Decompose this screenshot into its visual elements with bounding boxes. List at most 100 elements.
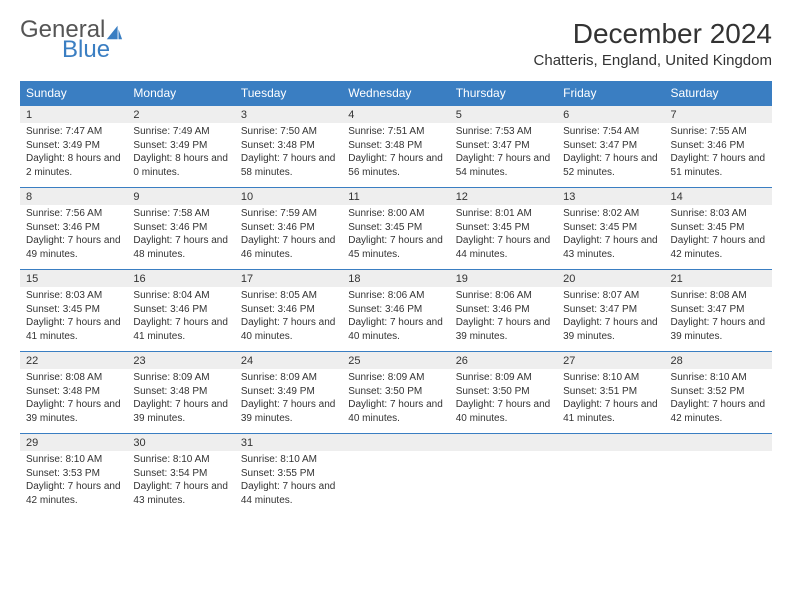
empty-cell — [665, 451, 772, 515]
day-number: 23 — [127, 352, 234, 370]
sunset-text: Sunset: 3:45 PM — [671, 221, 766, 235]
day-number: 3 — [235, 106, 342, 124]
day-number: 1 — [20, 106, 127, 124]
sunset-text: Sunset: 3:48 PM — [133, 385, 228, 399]
sunset-text: Sunset: 3:45 PM — [348, 221, 443, 235]
day-number: 31 — [235, 434, 342, 452]
sunset-text: Sunset: 3:46 PM — [241, 303, 336, 317]
sunset-text: Sunset: 3:49 PM — [26, 139, 121, 153]
sunrise-text: Sunrise: 8:06 AM — [456, 289, 551, 303]
sunrise-text: Sunrise: 7:59 AM — [241, 207, 336, 221]
day-number: 29 — [20, 434, 127, 452]
location-text: Chatteris, England, United Kingdom — [534, 52, 772, 69]
day-number: 15 — [20, 270, 127, 288]
sunset-text: Sunset: 3:53 PM — [26, 467, 121, 481]
daylight-text: Daylight: 7 hours and 39 minutes. — [563, 316, 658, 343]
daylight-text: Daylight: 7 hours and 42 minutes. — [26, 480, 121, 507]
sunset-text: Sunset: 3:46 PM — [671, 139, 766, 153]
daylight-text: Daylight: 7 hours and 44 minutes. — [241, 480, 336, 507]
sunset-text: Sunset: 3:48 PM — [241, 139, 336, 153]
sunset-text: Sunset: 3:47 PM — [563, 303, 658, 317]
day-header-wednesday: Wednesday — [342, 81, 449, 106]
week-3-numbers: 15161718192021 — [20, 270, 772, 288]
sunrise-text: Sunrise: 8:09 AM — [241, 371, 336, 385]
day-number: 13 — [557, 188, 664, 206]
day-header-thursday: Thursday — [450, 81, 557, 106]
sunrise-text: Sunrise: 8:09 AM — [133, 371, 228, 385]
daylight-text: Daylight: 7 hours and 39 minutes. — [456, 316, 551, 343]
daylight-text: Daylight: 7 hours and 51 minutes. — [671, 152, 766, 179]
week-4-numbers: 22232425262728 — [20, 352, 772, 370]
day-number: 24 — [235, 352, 342, 370]
sunset-text: Sunset: 3:45 PM — [563, 221, 658, 235]
day-number: 10 — [235, 188, 342, 206]
week-5-numbers: 293031 — [20, 434, 772, 452]
day-cell: Sunrise: 7:55 AMSunset: 3:46 PMDaylight:… — [665, 123, 772, 188]
day-cell: Sunrise: 7:51 AMSunset: 3:48 PMDaylight:… — [342, 123, 449, 188]
sunset-text: Sunset: 3:47 PM — [671, 303, 766, 317]
daylight-text: Daylight: 7 hours and 40 minutes. — [348, 398, 443, 425]
empty-daynum — [557, 434, 664, 452]
day-number: 26 — [450, 352, 557, 370]
sunset-text: Sunset: 3:46 PM — [133, 221, 228, 235]
sunrise-text: Sunrise: 8:02 AM — [563, 207, 658, 221]
sunrise-text: Sunrise: 8:08 AM — [671, 289, 766, 303]
empty-cell — [557, 451, 664, 515]
day-cell: Sunrise: 8:01 AMSunset: 3:45 PMDaylight:… — [450, 205, 557, 270]
daylight-text: Daylight: 7 hours and 41 minutes. — [26, 316, 121, 343]
sunrise-text: Sunrise: 7:55 AM — [671, 125, 766, 139]
daylight-text: Daylight: 8 hours and 0 minutes. — [133, 152, 228, 179]
sunrise-text: Sunrise: 8:10 AM — [563, 371, 658, 385]
day-cell: Sunrise: 8:02 AMSunset: 3:45 PMDaylight:… — [557, 205, 664, 270]
day-number: 27 — [557, 352, 664, 370]
daylight-text: Daylight: 7 hours and 41 minutes. — [563, 398, 658, 425]
day-number: 7 — [665, 106, 772, 124]
day-number: 12 — [450, 188, 557, 206]
sunset-text: Sunset: 3:48 PM — [26, 385, 121, 399]
sunrise-text: Sunrise: 7:51 AM — [348, 125, 443, 139]
daylight-text: Daylight: 7 hours and 48 minutes. — [133, 234, 228, 261]
sunset-text: Sunset: 3:52 PM — [671, 385, 766, 399]
sunset-text: Sunset: 3:55 PM — [241, 467, 336, 481]
brand-word2: Blue — [62, 38, 123, 62]
title-block: December 2024 Chatteris, England, United… — [534, 18, 772, 69]
sunset-text: Sunset: 3:50 PM — [348, 385, 443, 399]
daylight-text: Daylight: 7 hours and 39 minutes. — [671, 316, 766, 343]
sunrise-text: Sunrise: 7:53 AM — [456, 125, 551, 139]
page-header: General Blue December 2024 Chatteris, En… — [20, 18, 772, 69]
daylight-text: Daylight: 8 hours and 2 minutes. — [26, 152, 121, 179]
daylight-text: Daylight: 7 hours and 40 minutes. — [456, 398, 551, 425]
day-number: 2 — [127, 106, 234, 124]
daylight-text: Daylight: 7 hours and 52 minutes. — [563, 152, 658, 179]
day-cell: Sunrise: 8:03 AMSunset: 3:45 PMDaylight:… — [20, 287, 127, 352]
day-cell: Sunrise: 8:07 AMSunset: 3:47 PMDaylight:… — [557, 287, 664, 352]
day-cell: Sunrise: 8:09 AMSunset: 3:50 PMDaylight:… — [342, 369, 449, 434]
daylight-text: Daylight: 7 hours and 44 minutes. — [456, 234, 551, 261]
sunrise-text: Sunrise: 7:58 AM — [133, 207, 228, 221]
empty-cell — [342, 451, 449, 515]
sunset-text: Sunset: 3:47 PM — [563, 139, 658, 153]
daylight-text: Daylight: 7 hours and 56 minutes. — [348, 152, 443, 179]
daylight-text: Daylight: 7 hours and 39 minutes. — [241, 398, 336, 425]
week-2-body: Sunrise: 7:56 AMSunset: 3:46 PMDaylight:… — [20, 205, 772, 270]
day-cell: Sunrise: 7:53 AMSunset: 3:47 PMDaylight:… — [450, 123, 557, 188]
day-cell: Sunrise: 8:10 AMSunset: 3:53 PMDaylight:… — [20, 451, 127, 515]
sunrise-text: Sunrise: 8:04 AM — [133, 289, 228, 303]
empty-daynum — [450, 434, 557, 452]
daylight-text: Daylight: 7 hours and 41 minutes. — [133, 316, 228, 343]
day-cell: Sunrise: 7:59 AMSunset: 3:46 PMDaylight:… — [235, 205, 342, 270]
sunrise-text: Sunrise: 8:00 AM — [348, 207, 443, 221]
sunset-text: Sunset: 3:45 PM — [456, 221, 551, 235]
day-number: 28 — [665, 352, 772, 370]
day-cell: Sunrise: 8:08 AMSunset: 3:47 PMDaylight:… — [665, 287, 772, 352]
day-number: 14 — [665, 188, 772, 206]
sunset-text: Sunset: 3:46 PM — [26, 221, 121, 235]
day-cell: Sunrise: 7:54 AMSunset: 3:47 PMDaylight:… — [557, 123, 664, 188]
daylight-text: Daylight: 7 hours and 43 minutes. — [133, 480, 228, 507]
empty-daynum — [665, 434, 772, 452]
day-number: 8 — [20, 188, 127, 206]
day-cell: Sunrise: 8:09 AMSunset: 3:50 PMDaylight:… — [450, 369, 557, 434]
daylight-text: Daylight: 7 hours and 46 minutes. — [241, 234, 336, 261]
sunrise-text: Sunrise: 8:10 AM — [133, 453, 228, 467]
sunset-text: Sunset: 3:46 PM — [241, 221, 336, 235]
